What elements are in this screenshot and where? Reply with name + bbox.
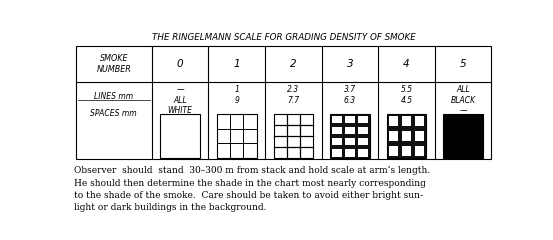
Text: 5.5
4.5: 5.5 4.5 (400, 85, 413, 105)
Bar (332, 149, 342, 156)
Bar (415, 131, 424, 141)
Bar (358, 116, 368, 123)
Text: 4: 4 (403, 59, 410, 69)
Bar (332, 116, 342, 123)
Bar (274, 114, 313, 158)
Text: 1
9: 1 9 (234, 85, 239, 105)
Text: 2: 2 (290, 59, 296, 69)
Bar (389, 131, 398, 141)
Bar (415, 146, 424, 156)
Bar (402, 131, 411, 141)
Bar (160, 114, 200, 158)
Bar (389, 146, 398, 156)
Bar (345, 127, 355, 134)
Text: 2.3
7.7: 2.3 7.7 (287, 85, 299, 105)
Bar (389, 116, 398, 126)
Bar (345, 138, 355, 145)
Text: ALL
BLACK
—: ALL BLACK — (451, 85, 476, 115)
Text: SMOKE
NUMBER: SMOKE NUMBER (96, 54, 131, 74)
Text: —
ALL
WHITE: — ALL WHITE (168, 85, 192, 115)
Bar (345, 149, 355, 156)
Text: 3: 3 (347, 59, 353, 69)
Text: Observer  should  stand  30–300 m from stack and hold scale at arm’s length.
He : Observer should stand 30–300 m from stac… (74, 167, 431, 212)
Bar (332, 127, 342, 134)
Text: THE RINGELMANN SCALE FOR GRADING DENSITY OF SMOKE: THE RINGELMANN SCALE FOR GRADING DENSITY… (152, 33, 415, 42)
Text: LINES mm: LINES mm (94, 92, 133, 101)
Bar (217, 114, 257, 158)
Bar (358, 149, 368, 156)
Bar (387, 114, 426, 158)
Bar (330, 114, 369, 158)
Bar (402, 116, 411, 126)
Text: 5: 5 (460, 59, 466, 69)
Bar (332, 138, 342, 145)
Bar (402, 146, 411, 156)
Bar (358, 138, 368, 145)
Bar (415, 116, 424, 126)
Bar (443, 114, 483, 158)
Text: 1: 1 (233, 59, 240, 69)
Text: SPACES mm: SPACES mm (91, 108, 137, 118)
Text: 0: 0 (177, 59, 184, 69)
Bar (345, 116, 355, 123)
Bar (358, 127, 368, 134)
Text: 3.7
6.3: 3.7 6.3 (344, 85, 356, 105)
